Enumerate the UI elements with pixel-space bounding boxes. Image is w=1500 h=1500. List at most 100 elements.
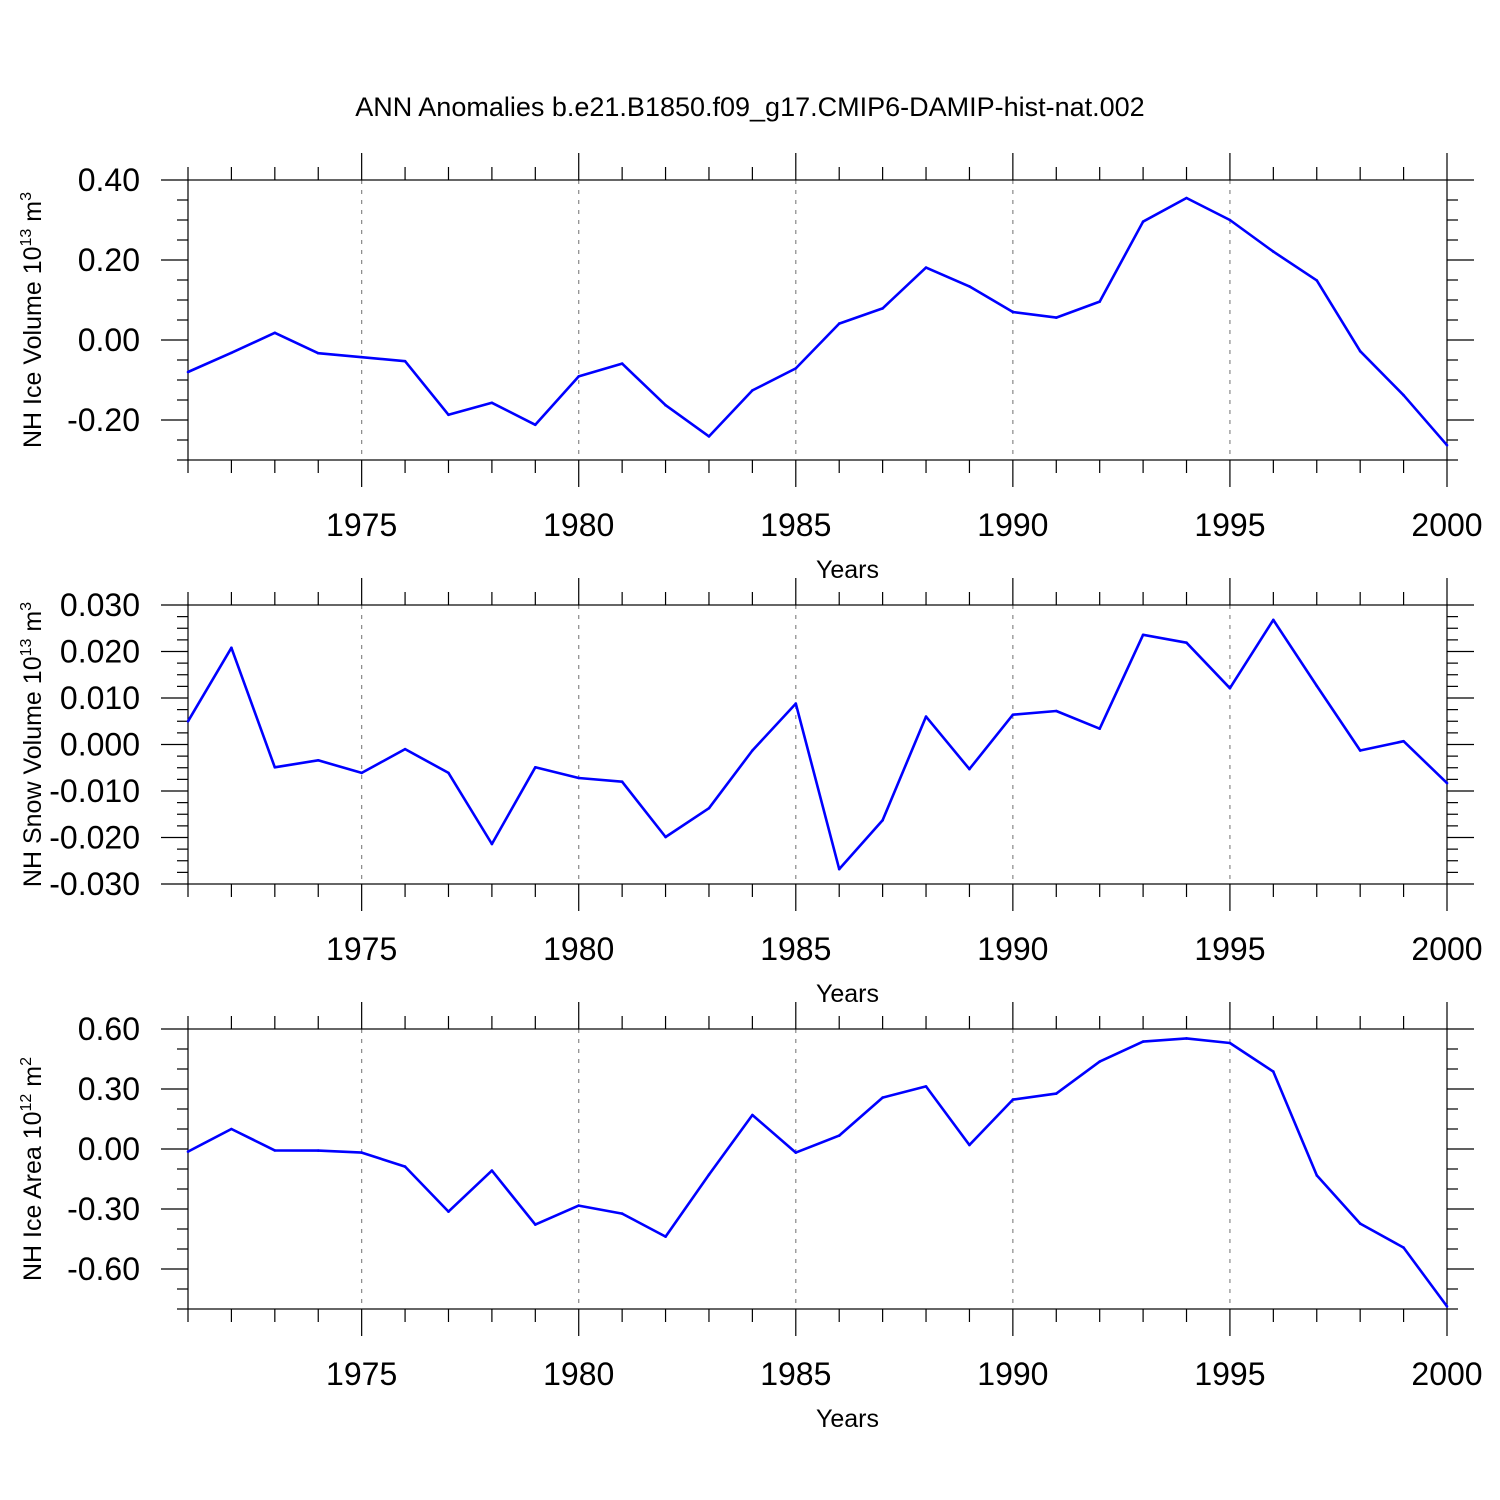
data-point (620, 780, 624, 783)
data-point (186, 370, 190, 374)
data-point (534, 423, 537, 427)
x-axis-label: Years (816, 1405, 879, 1433)
data-point (1054, 1092, 1058, 1095)
data-series-line (187, 1037, 1449, 1308)
data-point (1445, 1305, 1449, 1308)
data-point (1445, 443, 1449, 447)
data-point (273, 331, 277, 335)
data-point (924, 1085, 928, 1088)
y-axis-label-ylabel-unit-suffix: m (19, 1066, 47, 1094)
chart-panel-2: 0.030 0.020 0.010 0.000 -0.010 -0.020 -0.030 19… (18, 578, 1483, 1008)
x-tick-label: 1980 (543, 931, 614, 967)
data-point (230, 646, 233, 650)
data-point (1228, 1041, 1232, 1045)
y-tick-label: -0.020 (49, 820, 140, 856)
data-point (230, 351, 233, 355)
data-point (1141, 633, 1145, 637)
data-point (316, 351, 320, 355)
data-point (881, 307, 884, 310)
y-tick-label: -0.030 (49, 866, 140, 902)
y-tick-label: 0.000 (60, 727, 140, 763)
y-axis-label-ylabel-unit-power: 3 (18, 192, 35, 201)
y-axis-label-ylabel: NH Snow Volume (19, 691, 47, 887)
data-point (1141, 1040, 1145, 1043)
y-tick-label: 0.40 (78, 162, 140, 198)
data-point (1272, 250, 1275, 253)
data-point (968, 1143, 971, 1147)
data-point (881, 1096, 884, 1099)
data-point (1358, 749, 1362, 752)
x-tick-label: 1975 (326, 931, 397, 967)
x-tick-label: 1980 (543, 507, 614, 543)
chart-panel-3: 0.60 0.30 0.00 -0.30 -0.60 1975 1980 1985 1990 19… (18, 1002, 1483, 1433)
data-point (751, 389, 754, 392)
data-point (490, 1169, 494, 1172)
data-point (316, 759, 320, 762)
data-point (664, 403, 667, 407)
data-point (1402, 1246, 1405, 1249)
x-axis-label: Years (816, 980, 879, 1008)
y-tick-label: -0.20 (67, 402, 140, 438)
data-point (1054, 709, 1058, 713)
data-point (1272, 618, 1275, 622)
y-tick-label: 0.00 (78, 1131, 140, 1167)
x-tick-label: 1975 (326, 507, 397, 543)
y-tick-label: 0.030 (60, 587, 140, 623)
x-tick-label: 1980 (543, 1356, 614, 1392)
y-axis-label-space (19, 1139, 47, 1146)
data-point (968, 285, 971, 288)
data-point (620, 362, 624, 365)
data-point (1141, 220, 1145, 223)
data-point (794, 1151, 798, 1154)
y-axis-label-space (19, 274, 47, 281)
data-point (1228, 686, 1232, 690)
data-point (1185, 196, 1188, 200)
data-series-line (187, 196, 1448, 447)
y-axis-label-ylabel-unit-exp: 13 (18, 229, 35, 247)
data-point (273, 1149, 277, 1152)
data-point (403, 1165, 407, 1168)
y-axis-label-ylabel: NH Ice Volume (19, 281, 47, 448)
x-tick-label: 1985 (760, 1356, 831, 1392)
plot-frame (187, 604, 1448, 885)
data-point (1098, 300, 1101, 303)
data-point (534, 765, 537, 769)
data-point (360, 1151, 363, 1154)
data-point (620, 1212, 624, 1215)
data-point (1358, 1222, 1362, 1225)
data-point (490, 401, 494, 405)
data-point (186, 1150, 190, 1153)
x-tick-label: 2000 (1411, 507, 1482, 543)
data-point (447, 771, 450, 775)
y-axis-label-ylabel-unit-base: 10 (19, 246, 47, 274)
y-tick-label: 0.30 (78, 1071, 140, 1107)
data-point (751, 1113, 754, 1117)
y-tick-label: -0.010 (49, 773, 140, 809)
x-tick-label: 1985 (760, 507, 831, 543)
data-point (1011, 310, 1015, 314)
y-axis-label: NH Ice Volume 1013 m3 (18, 192, 47, 448)
y-tick-label: 0.60 (78, 1011, 140, 1047)
y-axis-label: NH Ice Area 1012 m2 (18, 1057, 47, 1281)
x-tick-label: 1975 (326, 1356, 397, 1392)
data-point (316, 1149, 320, 1152)
data-point (1228, 218, 1232, 222)
y-tick-label: 0.020 (60, 634, 140, 670)
plot-frame (187, 179, 1448, 461)
data-point (230, 1127, 233, 1131)
x-tick-label: 1990 (977, 507, 1048, 543)
data-point (707, 806, 711, 810)
data-point (447, 413, 450, 417)
data-point (924, 715, 928, 718)
y-axis-label-ylabel-unit-exp: 12 (18, 1094, 35, 1112)
x-tick-label: 2000 (1411, 1356, 1482, 1392)
y-tick-label: -0.30 (67, 1191, 140, 1227)
data-point (1315, 279, 1319, 282)
data-point (1185, 1037, 1188, 1040)
data-point (1098, 1060, 1101, 1063)
data-point (837, 1134, 841, 1137)
y-axis-label-ylabel-unit-exp: 13 (18, 638, 35, 656)
x-tick-label: 1990 (977, 931, 1048, 967)
figure-title: ANN Anomalies b.e21.B1850.f09_g17.CMIP6-… (355, 92, 1144, 122)
